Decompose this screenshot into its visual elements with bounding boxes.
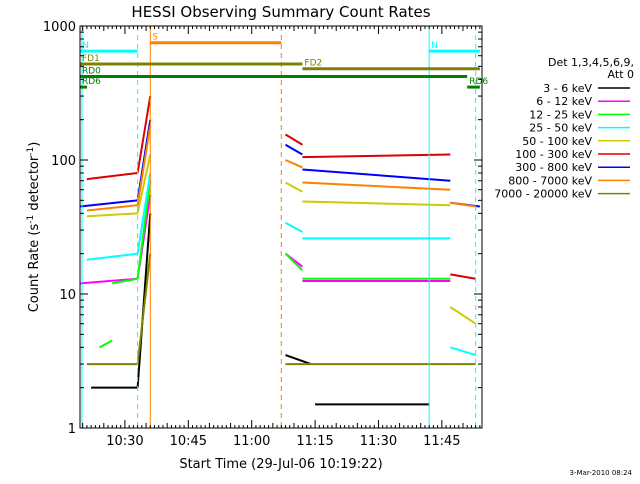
x-tick-label: 11:30 — [360, 434, 397, 449]
legend-label: 3 - 6 keV — [543, 82, 592, 95]
flag-label: S — [152, 33, 158, 43]
series-line — [136, 172, 152, 254]
legend-label: 50 - 100 keV — [522, 135, 592, 148]
series-line — [136, 95, 152, 174]
series-50-100-keV — [86, 154, 477, 325]
flag-label: N — [82, 41, 89, 51]
series-line — [136, 253, 152, 365]
legend-label: 300 - 800 keV — [515, 161, 592, 174]
y-tick-label: 100 — [51, 154, 76, 169]
series-7000-20000-keV — [86, 253, 476, 366]
y-tick-label: 1000 — [43, 20, 76, 35]
series-line — [136, 125, 152, 206]
generation-timestamp: 3-Mar-2010 08:24 — [569, 469, 632, 477]
y-tick-label: 1 — [68, 422, 76, 437]
series-line — [136, 180, 152, 279]
series-line — [80, 199, 138, 208]
chart-title: HESSI Observing Summary Count Rates — [131, 3, 430, 21]
legend-detectors: Det 1,3,4,5,6,9, — [548, 56, 634, 69]
x-tick-label: 11:45 — [423, 434, 460, 449]
y-tick-label: 10 — [59, 288, 76, 303]
legend-attenuator: Att 0 — [608, 68, 634, 81]
series-100-300-keV — [86, 95, 476, 280]
series-line — [450, 273, 476, 280]
series-line — [450, 346, 476, 357]
series-line — [285, 221, 303, 233]
series-line — [285, 143, 303, 156]
flag-label: RD6 — [82, 77, 101, 87]
flag-label: RD6 — [469, 77, 488, 87]
x-axis-label: Start Time (29-Jul-06 10:19:22) — [179, 457, 382, 472]
legend-label: 800 - 7000 keV — [508, 174, 592, 187]
flag-label: FD1 — [82, 54, 100, 64]
legend-label: 6 - 12 keV — [536, 95, 592, 108]
series-line — [302, 200, 451, 207]
series-line — [112, 277, 138, 285]
flag-label: RD0 — [82, 66, 101, 76]
series-line — [450, 201, 476, 208]
series-line — [284, 252, 304, 272]
legend-label: 12 - 25 keV — [529, 108, 592, 121]
series-line — [285, 181, 303, 193]
x-tick-label: 10:30 — [106, 434, 143, 449]
x-tick-label: 10:45 — [170, 434, 207, 449]
series-line — [285, 354, 312, 366]
y-axis-label: Count Rate (s-1 detector-1) — [26, 142, 42, 313]
legend-label: 25 - 50 keV — [529, 122, 592, 135]
series-line — [86, 252, 138, 261]
series-line — [136, 154, 152, 214]
series-line — [302, 181, 451, 191]
series-line — [284, 133, 303, 146]
flag-label: N — [431, 41, 438, 51]
series-line — [449, 306, 477, 325]
series-12-25-keV — [99, 180, 451, 349]
legend-label: 7000 - 20000 keV — [494, 188, 592, 201]
series-line — [86, 171, 138, 181]
x-tick-label: 11:15 — [296, 434, 333, 449]
series-line — [302, 168, 451, 182]
legend-label: 100 - 300 keV — [515, 148, 592, 161]
series-25-50-keV — [86, 172, 476, 357]
series-line — [285, 159, 303, 169]
x-tick-label: 11:00 — [233, 434, 270, 449]
series-800-7000-keV — [86, 125, 476, 212]
series-line — [99, 339, 113, 349]
series-line — [86, 204, 138, 212]
flag-label: FD2 — [304, 59, 322, 69]
series-line — [86, 212, 138, 218]
series-line — [302, 153, 451, 159]
